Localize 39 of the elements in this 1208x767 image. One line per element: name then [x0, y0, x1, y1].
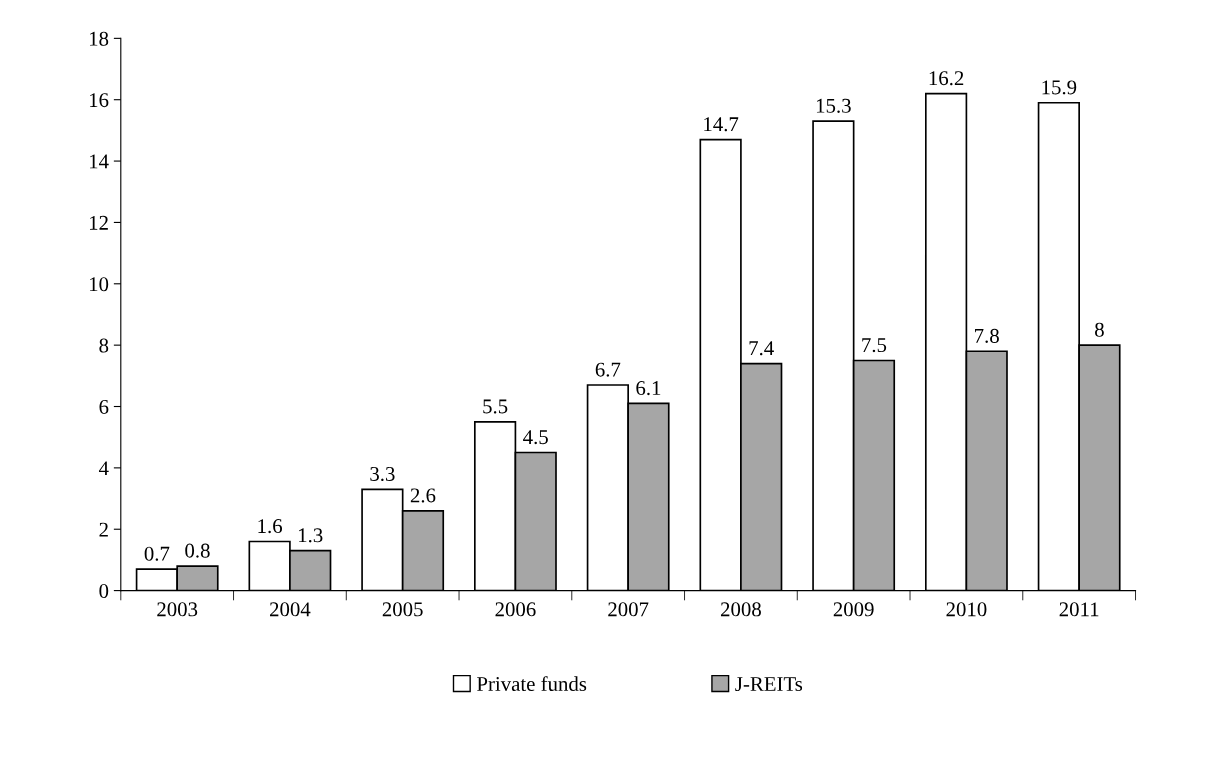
y-tick-label: 10 [89, 277, 109, 292]
data-label: 6.1 [636, 381, 661, 396]
y-tick-label: 14 [89, 154, 109, 169]
y-tick-label: 2 [99, 522, 108, 537]
x-tick-label: 2008 [720, 602, 761, 617]
y-tick-label: 12 [89, 215, 108, 230]
data-label: 1.6 [258, 519, 283, 534]
x-tick-label: 2006 [495, 602, 536, 617]
data-label: 14.7 [704, 117, 739, 132]
data-label: 2.6 [410, 488, 436, 503]
x-tick-label: 2007 [608, 602, 649, 617]
y-tick-label: 0 [99, 583, 109, 599]
y-tick-label: 18 [89, 31, 109, 46]
x-tick-label: 2004 [270, 602, 311, 617]
x-tick-label: 2009 [833, 602, 874, 617]
y-tick-label: 6 [99, 399, 109, 414]
x-tick-label: 2011 [1059, 602, 1099, 617]
data-label: 0.7 [144, 546, 170, 561]
data-label: 4.5 [523, 430, 548, 445]
data-label: 0.8 [185, 543, 210, 558]
data-label: 16.2 [929, 71, 964, 86]
data-label: 15.3 [816, 98, 851, 113]
data-label: 5.5 [483, 399, 508, 414]
data-label: 8 [1095, 322, 1104, 337]
x-tick-label: 2010 [946, 602, 987, 617]
data-label: 7.4 [749, 341, 774, 356]
data-label: 7.5 [862, 338, 887, 353]
y-tick-label: 16 [89, 93, 109, 108]
data-label: 7.8 [975, 328, 999, 343]
y-tick-label: 8 [99, 338, 109, 353]
data-label: 1.3 [299, 528, 323, 543]
data-label: 6.7 [595, 362, 621, 377]
legend-label: J-REITs [735, 677, 803, 692]
x-tick-label: 2003 [157, 602, 198, 617]
x-tick-label: 2005 [382, 602, 423, 617]
legend-label: Private funds [477, 676, 587, 692]
data-label: 3.3 [370, 466, 395, 482]
y-tick-label: 4 [98, 461, 109, 476]
data-label: 15.9 [1042, 80, 1077, 95]
